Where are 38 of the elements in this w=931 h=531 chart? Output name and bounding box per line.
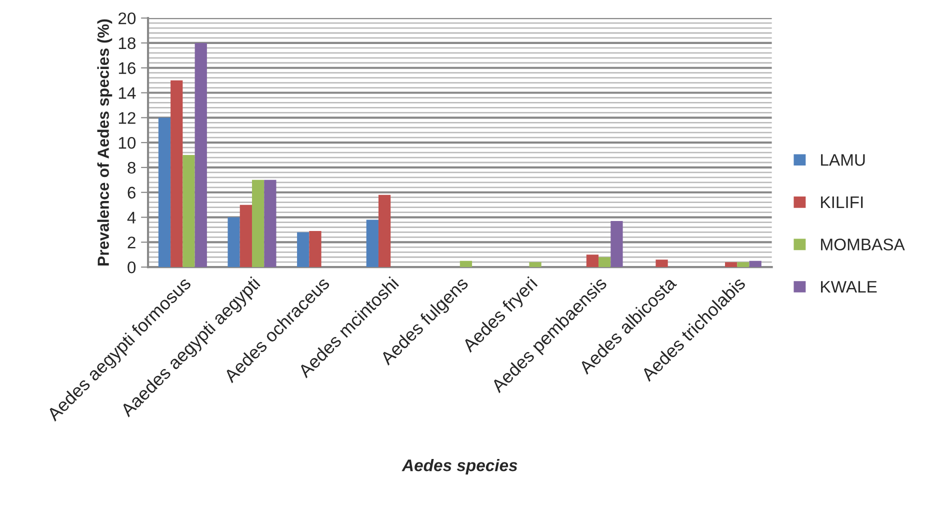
y-tick-label: 10 (118, 136, 136, 149)
bar (656, 260, 668, 268)
y-tick-label: 20 (118, 12, 136, 24)
y-tick-label: 18 (118, 37, 136, 50)
bar (158, 118, 171, 268)
legend-label: KWALE (821, 281, 877, 293)
bar (228, 217, 240, 268)
bar (240, 204, 252, 268)
bar (529, 262, 542, 268)
bar (749, 260, 762, 268)
bar (170, 80, 183, 268)
bar (366, 220, 378, 268)
y-tick-label: 14 (118, 87, 136, 99)
legend-label: KILIFI (821, 196, 863, 208)
bar (194, 42, 207, 268)
bar (460, 260, 472, 268)
legend-label: LAMU (821, 154, 865, 166)
y-axis-title: Prevalence of Aedes species (%) (97, 19, 112, 266)
bar (297, 232, 310, 268)
y-tick-label: 8 (128, 162, 136, 174)
y-tick-label: 12 (118, 112, 136, 124)
y-tick-label: 2 (128, 236, 136, 248)
bar (586, 254, 599, 268)
bar (252, 180, 264, 268)
y-tick-label: 4 (127, 212, 136, 224)
x-axis-title: Aedes species (402, 459, 518, 475)
bar (610, 221, 623, 268)
bar (737, 262, 750, 268)
bar (264, 180, 276, 268)
y-tick-label: 0 (128, 261, 136, 274)
bar (725, 262, 738, 268)
bar (378, 194, 391, 268)
bar (309, 230, 322, 268)
bar (598, 257, 611, 268)
y-tick-label: 6 (128, 186, 136, 199)
y-tick-label: 16 (118, 62, 136, 74)
legend-label: MOMBASA (821, 238, 905, 250)
bar (182, 155, 195, 268)
